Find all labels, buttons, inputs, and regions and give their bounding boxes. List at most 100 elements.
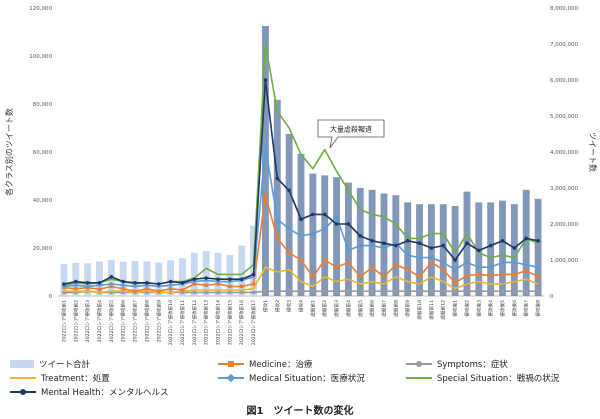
x-tick-label: 虐殺前10 [416, 300, 423, 320]
bar-total [155, 262, 163, 296]
point-mental-health [382, 241, 386, 245]
point-mental-health [192, 277, 197, 282]
x-tick-label: 侵攻後4 [487, 300, 494, 317]
point-medical-situation [429, 255, 434, 260]
x-tick-label: 侵攻後6 [511, 300, 518, 317]
point-medicine [405, 267, 410, 272]
legend-swatch-medicine [218, 361, 244, 367]
legend-swatch-mental-health [10, 389, 36, 395]
y-tick-label-left: 120,000 [29, 6, 52, 12]
bar-total [368, 189, 376, 296]
point-mental-health [465, 241, 469, 245]
point-medical-situation [263, 145, 268, 150]
legend-swatch-total [10, 360, 34, 368]
point-mental-health [417, 241, 422, 245]
point-medicine [121, 287, 125, 291]
bar-total [321, 175, 329, 296]
bar-total [167, 260, 175, 296]
point-symptoms [429, 289, 434, 294]
point-medicine [192, 282, 197, 286]
y-axis-title-right: ツイート数 [588, 132, 598, 172]
legend-item-mental-health: Mental Health：メンタルヘルス [10, 386, 168, 398]
legend-label-mental-health: Mental Health：メンタルヘルス [41, 388, 169, 398]
legend-swatch-treatment [10, 377, 36, 379]
x-tick-label: 2022ロシア侵攻前12 [191, 300, 198, 345]
y-tick-label-left: 0 [49, 294, 53, 300]
point-mental-health [251, 272, 256, 277]
y-tick-label-right: 0 [550, 294, 554, 300]
y-axis-title-left: 各クラス別のツイート数 [4, 108, 14, 196]
bar-total [262, 26, 269, 296]
point-medicine [488, 273, 493, 278]
point-mental-health [453, 258, 457, 262]
x-tick-label: 2022ロシア侵攻前4 [96, 300, 103, 342]
point-symptoms [204, 290, 208, 295]
point-medicine [441, 267, 445, 272]
bar-total [119, 261, 127, 296]
x-tick-label: 2022ロシア侵攻前17 [250, 300, 257, 345]
point-mental-health [512, 246, 517, 250]
point-symptoms [299, 289, 303, 294]
point-symptoms [334, 289, 339, 294]
y-tick-label-right: 7,000,000 [550, 42, 578, 48]
point-medical-situation [346, 248, 351, 253]
bar-total [499, 200, 506, 296]
y-tick-label-left: 20,000 [33, 246, 53, 252]
x-tick-label: 2022ロシア侵攻前16 [238, 300, 245, 345]
point-mental-health [216, 277, 220, 282]
legend-swatch-medical-situation [218, 374, 244, 382]
point-symptoms [536, 289, 540, 294]
point-mental-health [287, 188, 291, 193]
x-tick-label: 2022ロシア侵攻前14 [215, 300, 222, 345]
point-symptoms [394, 289, 398, 294]
point-medical-situation [405, 253, 410, 258]
x-tick-label: 虐殺前3 [333, 300, 340, 317]
point-medicine [370, 265, 374, 269]
bar-total [96, 261, 103, 296]
annotation-label: 大量虐殺報道 [330, 125, 372, 134]
point-medical-situation [535, 265, 541, 270]
bar-total [404, 202, 412, 296]
legend-label-special-situation: Special Situation：戦禍の状況 [437, 374, 560, 384]
point-medical-situation [524, 262, 529, 267]
point-medicine [240, 284, 244, 289]
series-line-treatment [63, 266, 539, 294]
x-tick-label: 虐殺前9 [404, 300, 411, 317]
y-tick-label-right: 4,000,000 [550, 150, 578, 156]
point-mental-health [97, 281, 102, 285]
point-mental-health [180, 281, 185, 285]
x-tick-label: 侵攻後1 [452, 300, 459, 317]
x-tick-label: 虐殺前7 [381, 300, 388, 317]
point-symptoms [346, 289, 351, 294]
point-medicine [524, 269, 528, 273]
x-tick-label: 2022ロシア侵攻前3 [84, 300, 91, 342]
x-tick-label: 虐殺前12 [440, 300, 447, 320]
point-mental-health [524, 236, 529, 241]
point-symptoms [382, 289, 386, 294]
x-tick-label: 虐殺前1 [309, 300, 316, 317]
point-medicine [358, 275, 362, 279]
point-symptoms [500, 289, 505, 294]
point-mental-health [109, 275, 114, 279]
point-mental-health [500, 239, 505, 243]
bar-total [522, 189, 530, 296]
point-medicine [334, 265, 339, 269]
point-medical-situation [452, 267, 458, 272]
bar-total [510, 204, 518, 296]
point-medicine [204, 283, 208, 287]
y-tick-label-right: 2,000,000 [550, 222, 578, 228]
point-medicine [180, 288, 185, 292]
x-tick-label: 2022ロシア侵攻前2 [72, 300, 79, 342]
x-tick-label: 虐殺前11 [428, 300, 435, 320]
point-medical-situation [464, 260, 470, 265]
point-medical-situation [441, 260, 446, 265]
point-symptoms [465, 289, 469, 294]
point-medicine [216, 282, 220, 286]
x-tick-label: 2022ロシア侵攻前15 [226, 300, 233, 345]
point-medicine [97, 287, 102, 291]
bar-total [333, 177, 340, 296]
x-tick-label: 侵攻2 [274, 300, 281, 312]
point-mental-health [488, 243, 493, 248]
legend-swatch-symptoms [406, 361, 432, 367]
point-medical-situation [381, 245, 387, 251]
